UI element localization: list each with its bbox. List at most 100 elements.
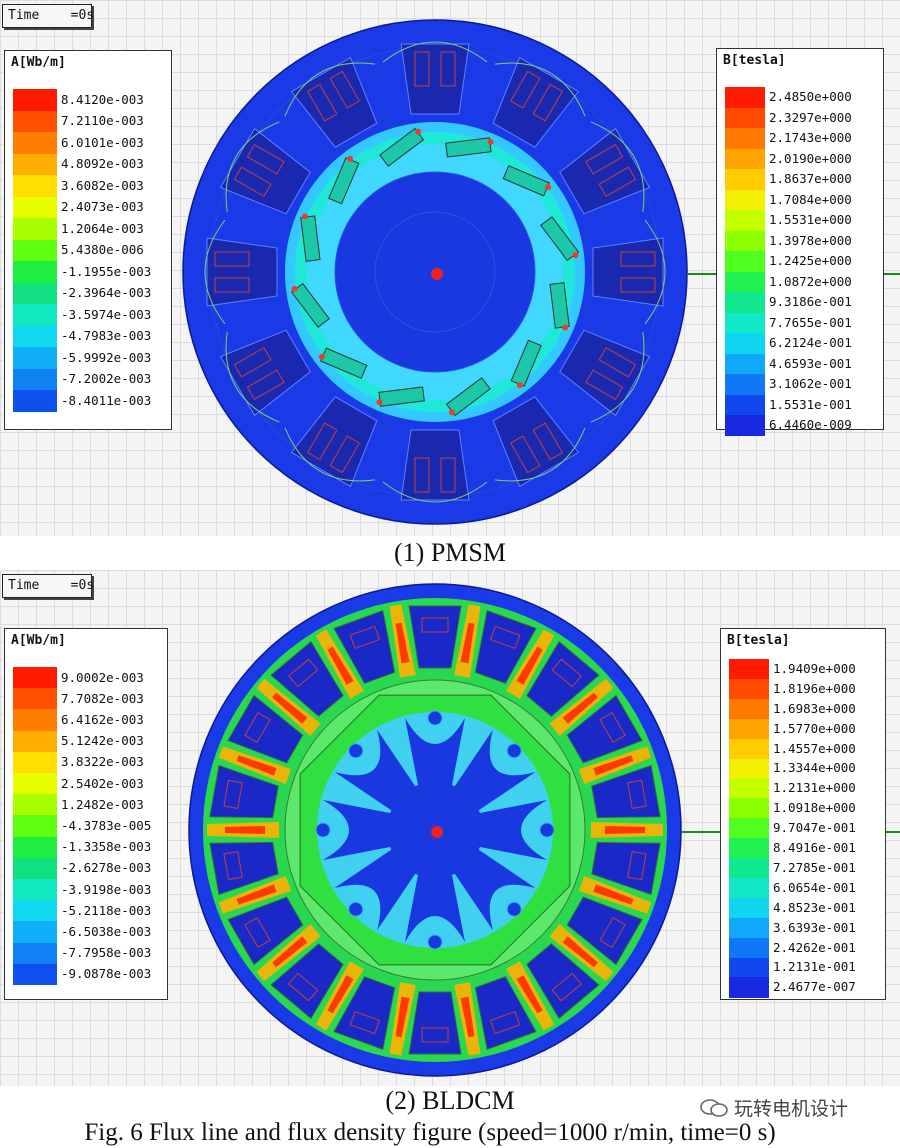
- stator-slot: [219, 329, 311, 423]
- slot-body: [492, 396, 580, 488]
- legend-value: 1.2482e-003: [61, 796, 144, 812]
- stator-slot: [219, 121, 311, 215]
- winding-coil: [233, 166, 272, 198]
- rotor-spoke: [334, 846, 419, 931]
- pmsm-stator-slots: [204, 41, 666, 503]
- legend-value: 1.2131e+000: [773, 780, 856, 796]
- winding-coil: [598, 346, 637, 378]
- winding-coil: [489, 625, 521, 650]
- winding-coil: [244, 712, 271, 743]
- flux-line: [644, 219, 666, 325]
- tooth-peak-flux: [516, 975, 543, 1014]
- stator-slot: [209, 746, 292, 819]
- rotor-hole: [315, 822, 331, 838]
- winding-coil: [233, 346, 272, 378]
- legend-title: A[Wb/m]: [11, 55, 66, 70]
- legend-swatch: [13, 325, 57, 348]
- legend-value: 2.4850e+000: [769, 89, 852, 105]
- stator-slot: [474, 609, 555, 699]
- legend-value: 2.3297e+000: [769, 109, 852, 125]
- flux-hotspot: [545, 184, 552, 191]
- legend-swatch: [725, 353, 765, 375]
- legend-value: -2.3964e-003: [61, 285, 152, 301]
- bldcm-origin-marker: [431, 826, 443, 838]
- stator-slot: [270, 629, 364, 717]
- rotor-magnet: [445, 137, 494, 158]
- time-indicator: Time =0s: [2, 574, 94, 598]
- bldcm-stator-slots: [207, 604, 663, 1056]
- flux-hotspot: [448, 409, 455, 416]
- stator-slot: [284, 56, 378, 148]
- flux-density-legend: B[tesla] 1.9409e+000 1.8196e+000 1.6983e+0…: [720, 628, 886, 1000]
- winding-coil: [246, 143, 285, 175]
- legend-swatch: [13, 667, 57, 689]
- stator-slot: [559, 121, 651, 215]
- rotor-spoke: [405, 710, 465, 790]
- legend-value: 2.5402e-003: [61, 775, 144, 791]
- legend-swatch: [725, 210, 765, 231]
- slot-body: [400, 43, 470, 115]
- flux-density-legend: B[tesla] 2.4850e+000 2.3297e+000 2.1743e+0…: [716, 48, 884, 436]
- flux-hotspot: [291, 285, 298, 292]
- legend-value: 6.2124e-001: [769, 335, 852, 351]
- stator-slot: [284, 396, 378, 488]
- stator-slot: [382, 429, 488, 503]
- winding-coil: [509, 435, 541, 474]
- winding-coil: [349, 625, 381, 650]
- stator-tooth: [256, 924, 321, 982]
- legend-swatch: [729, 858, 769, 879]
- legend-value: 1.0872e+000: [769, 273, 852, 289]
- flux-hotspot: [516, 382, 523, 389]
- legend-swatch: [729, 937, 769, 958]
- winding-coil: [414, 51, 430, 87]
- legend-value: 7.7082e-003: [61, 690, 144, 706]
- slot-body: [474, 609, 537, 684]
- legend-value: 1.2425e+000: [769, 253, 852, 269]
- legend-title: B[tesla]: [723, 53, 786, 68]
- legend-swatch: [725, 169, 765, 190]
- legend-swatch: [725, 374, 765, 395]
- legend-swatch: [13, 836, 57, 859]
- slot-body: [290, 56, 378, 148]
- winding-coil: [620, 277, 656, 293]
- legend-title: B[tesla]: [727, 633, 790, 648]
- slot-body: [492, 56, 580, 148]
- rotor-spoke: [334, 729, 419, 814]
- rotor-hole: [348, 743, 364, 759]
- legend-swatch: [729, 917, 769, 939]
- pmsm-shaft-outline: [374, 211, 496, 333]
- stator-slot: [492, 396, 586, 488]
- legend-value: 3.6393e-001: [773, 919, 856, 935]
- stator-slot: [256, 924, 344, 1020]
- legend-value: 1.8196e+000: [773, 680, 856, 696]
- legend-value: -3.5974e-003: [61, 306, 152, 322]
- flux-hotspot: [415, 128, 422, 135]
- slot-body: [474, 976, 537, 1051]
- stator-slot: [492, 56, 586, 148]
- legend-value: 1.2131e-001: [773, 959, 856, 975]
- winding-coil: [532, 422, 564, 461]
- legend-value: 1.7084e+000: [769, 191, 852, 207]
- bldcm-motor-cross-section: [188, 583, 900, 1077]
- winding-coil: [627, 779, 647, 809]
- stator-slot: [578, 841, 661, 914]
- slot-body: [209, 841, 279, 896]
- flux-line: [204, 219, 226, 325]
- slot-body: [591, 841, 661, 896]
- slot-body: [566, 694, 643, 764]
- figure-caption: Fig. 6 Flux line and flux density figure…: [84, 1119, 776, 1146]
- stator-slot: [227, 678, 321, 764]
- slot-body: [400, 429, 470, 501]
- slot-body: [591, 764, 661, 819]
- legend-swatch: [13, 730, 57, 753]
- legend-swatch: [13, 239, 57, 262]
- tooth-peak-flux: [562, 692, 598, 724]
- rotor-hole: [506, 743, 522, 759]
- legend-value: 9.0002e-003: [61, 669, 144, 685]
- slot-body: [559, 127, 651, 215]
- legend-swatch: [13, 218, 57, 240]
- legend-value: 3.8322e-003: [61, 754, 144, 770]
- rotor-hole: [427, 710, 443, 726]
- legend-swatch: [725, 148, 765, 170]
- legend-swatch: [13, 900, 57, 922]
